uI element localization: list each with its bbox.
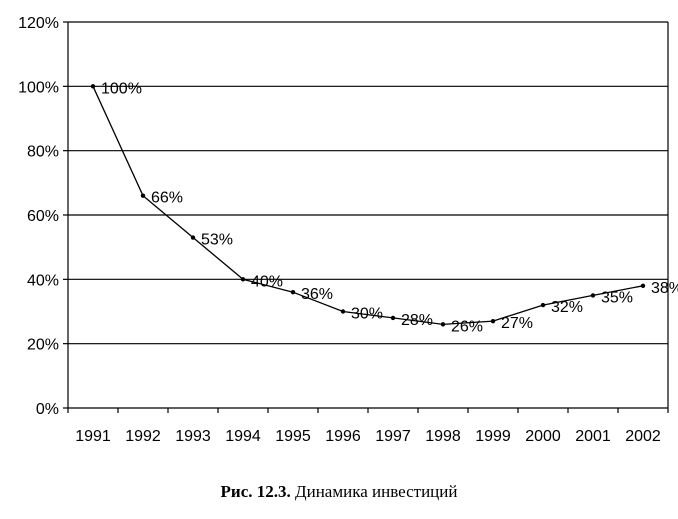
x-tick-label: 1991 — [75, 428, 111, 445]
data-point — [390, 315, 396, 321]
data-label: 28% — [401, 312, 433, 329]
data-point — [340, 309, 346, 314]
data-point — [290, 290, 296, 295]
x-tick-label: 2002 — [625, 428, 661, 445]
x-tick-label: 1994 — [225, 428, 261, 445]
caption-number: Рис. 12.3. — [220, 482, 291, 501]
chart-area: 0% 20% 40% 60% 80% 100% 120% 1991 1992 1993 1994 19… — [18, 15, 678, 445]
y-tick-label: 100% — [18, 79, 59, 96]
y-tick-label: 80% — [27, 144, 59, 161]
data-point — [540, 302, 546, 308]
x-tick-label: 1999 — [475, 428, 511, 445]
data-label: 38% — [651, 280, 678, 297]
data-point — [190, 235, 196, 240]
x-tick-label: 1993 — [175, 428, 211, 445]
y-tick-label: 0% — [36, 401, 59, 418]
data-label: 66% — [151, 190, 183, 207]
data-label: 30% — [351, 306, 383, 323]
data-label: 100% — [101, 80, 142, 97]
series-line — [92, 86, 644, 326]
data-label: 32% — [551, 299, 583, 316]
y-tick-label: 60% — [27, 208, 59, 225]
data-point — [640, 283, 646, 288]
y-tick-label: 120% — [18, 15, 59, 32]
data-label: 36% — [301, 286, 333, 303]
figure-caption: Рис. 12.3. Динамика инвестиций — [0, 480, 678, 504]
caption-text: Динамика инвестиций — [290, 482, 458, 501]
data-point — [440, 322, 446, 327]
data-label: 53% — [201, 232, 233, 249]
x-tick-label: 1995 — [275, 428, 311, 445]
x-tick-label: 2001 — [575, 428, 611, 445]
x-tick-label: 2000 — [525, 428, 561, 445]
data-point — [90, 84, 96, 89]
x-tick-label: 1992 — [125, 428, 161, 445]
data-label: 40% — [251, 273, 283, 290]
data-point — [590, 293, 596, 298]
data-label: 35% — [601, 289, 633, 306]
x-tick-label: 1998 — [425, 428, 461, 445]
y-tick-label: 20% — [27, 337, 59, 354]
data-point — [240, 277, 246, 282]
x-tick-label: 1996 — [325, 428, 361, 445]
data-point — [140, 193, 146, 198]
y-tick-label: 40% — [27, 272, 59, 289]
line-chart: 0% 20% 40% 60% 80% 100% 120% 1991 1992 1993 1994 19… — [18, 15, 678, 445]
data-label: 27% — [501, 315, 533, 332]
data-point — [490, 318, 496, 324]
x-tick-label: 1997 — [375, 428, 411, 445]
data-label: 26% — [451, 318, 483, 335]
